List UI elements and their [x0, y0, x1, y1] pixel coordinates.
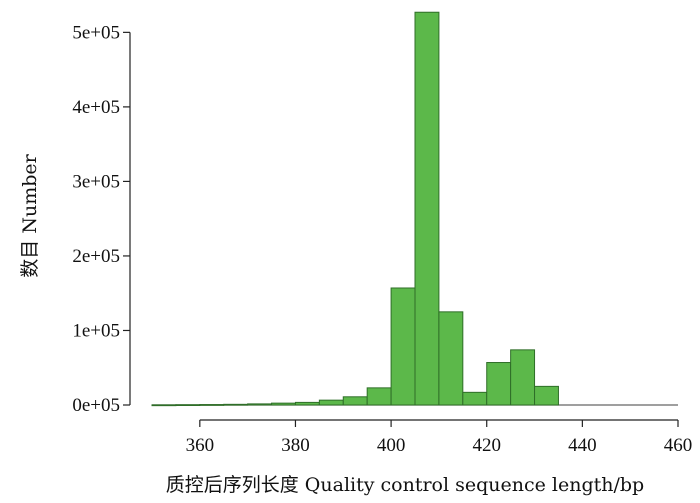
x-tick-label: 420: [472, 435, 501, 456]
histogram-bar: [510, 349, 536, 406]
y-axis-title: 数目 Number: [19, 153, 41, 277]
histogram-bar: [486, 362, 512, 406]
y-tick-label: 5e+05: [72, 22, 120, 43]
histogram-bar: [175, 404, 201, 407]
histogram-bar: [534, 385, 559, 406]
histogram-bar: [271, 402, 296, 406]
histogram-bar: [199, 404, 225, 406]
histogram-bar: [247, 403, 273, 406]
y-tick-label: 0e+05: [72, 395, 120, 416]
x-axis: 360 380 400 420 440 460: [186, 419, 693, 456]
histogram-bar: [342, 396, 368, 406]
histogram-bar: [390, 287, 416, 406]
histogram-bar: [366, 387, 392, 406]
y-tick-label: 2e+05: [72, 246, 120, 267]
histogram-bar: [318, 399, 344, 406]
histogram-bar: [223, 403, 249, 406]
x-axis-title: 质控后序列长度 Quality control sequence length/…: [166, 474, 644, 496]
x-tick-label: 440: [568, 435, 597, 456]
x-tick-label: 380: [281, 435, 310, 456]
x-tick-label: 460: [664, 435, 693, 456]
y-axis: 0e+05 1e+05 2e+05 3e+05 4e+05 5e+05: [72, 22, 131, 416]
histogram-bar: [414, 11, 440, 406]
histogram-bars: [151, 11, 678, 407]
y-tick-label: 1e+05: [72, 320, 120, 341]
histogram-bar: [151, 404, 177, 407]
y-tick-label: 4e+05: [72, 97, 120, 118]
histogram-bar: [294, 401, 320, 406]
histogram-bar: [438, 311, 464, 406]
histogram-bar: [462, 391, 488, 406]
x-tick-label: 400: [377, 435, 406, 456]
x-tick-label: 360: [186, 435, 215, 456]
y-tick-label: 3e+05: [72, 171, 120, 192]
